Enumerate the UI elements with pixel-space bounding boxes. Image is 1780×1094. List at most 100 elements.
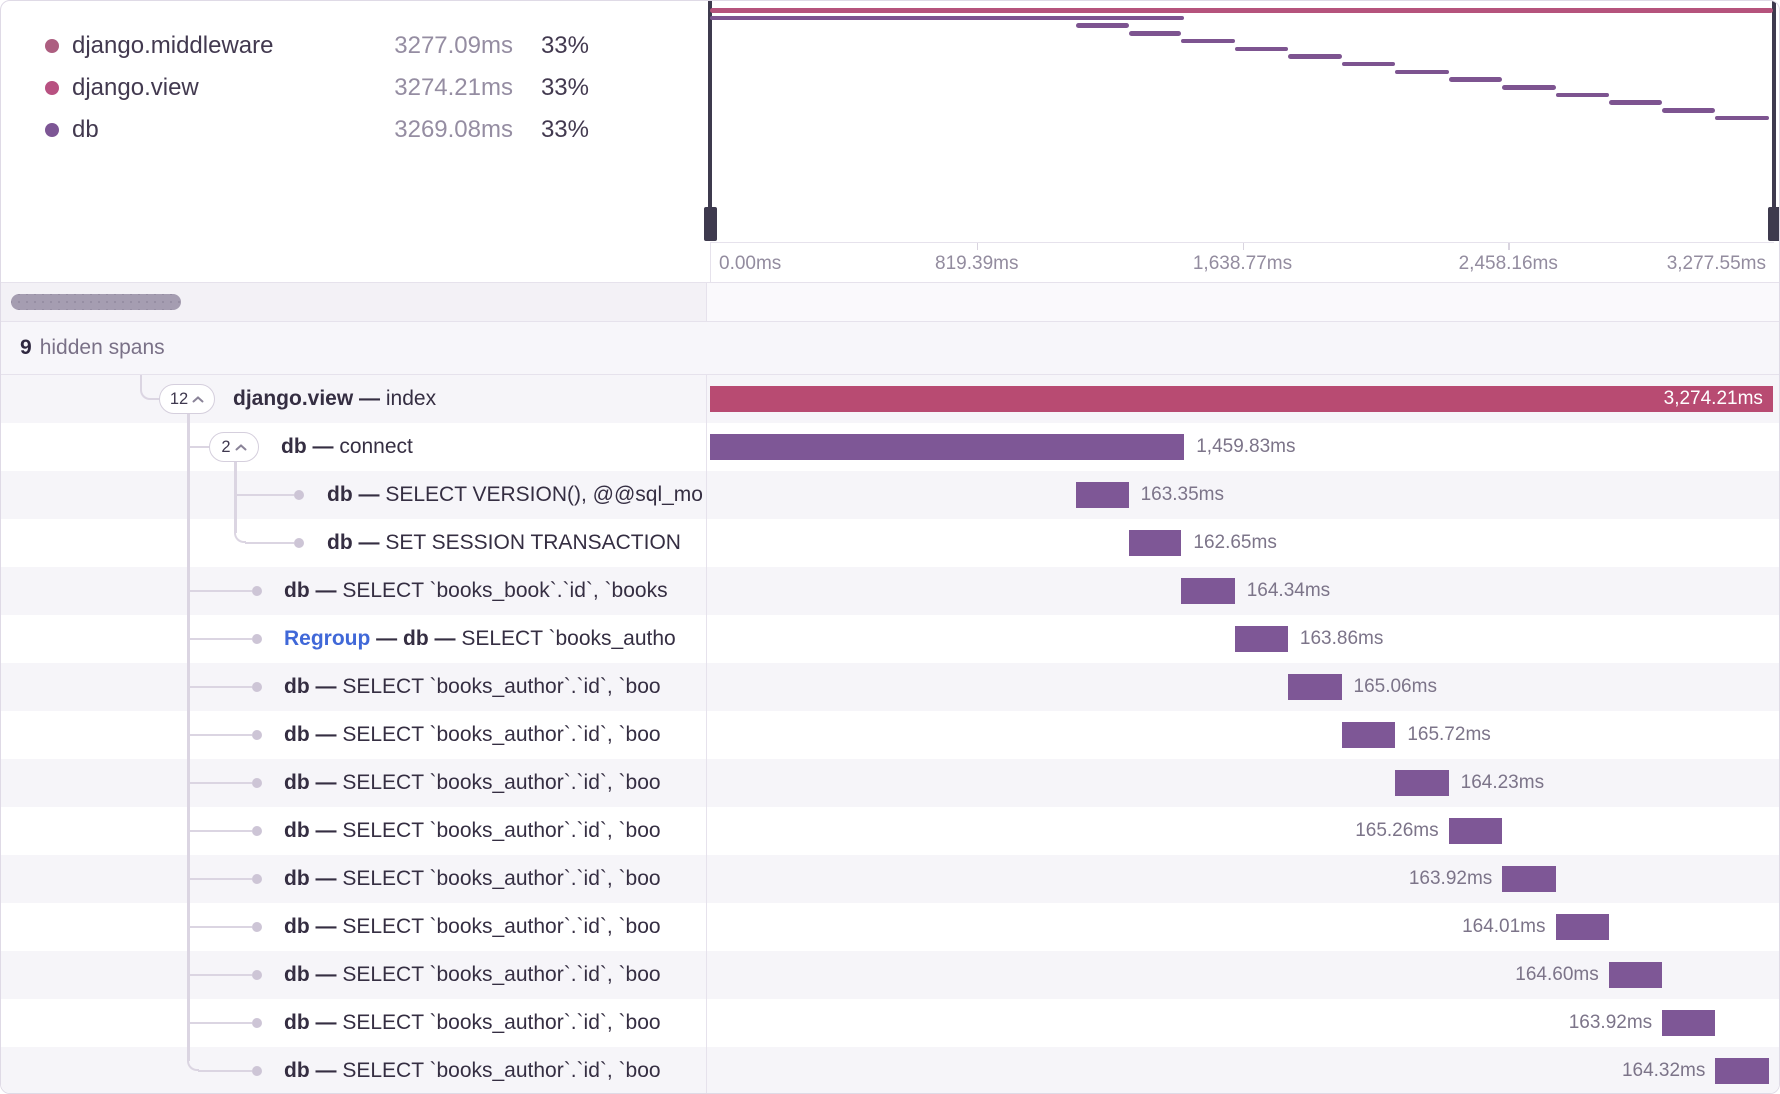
waterfall-cell: 3,274.21ms	[707, 375, 1779, 423]
span-duration-label: 162.65ms	[1193, 532, 1277, 553]
span-row[interactable]: db — SELECT VERSION(), @@sql_mo 163.35ms	[1, 471, 1779, 519]
op-name: django.middleware	[72, 32, 274, 59]
span-label: db — SELECT `books_author`.`id`, `boo	[284, 867, 661, 890]
minimap[interactable]: 0.00ms 819.39ms 1,638.77ms 2,458.16ms 3,…	[703, 1, 1779, 282]
span-tree-cell: django.view — index	[1, 375, 707, 423]
span-duration-label: 165.72ms	[1407, 724, 1491, 745]
minimap-span-line	[1128, 31, 1182, 36]
span-row[interactable]: db — SET SESSION TRANSACTION 162.65ms	[1, 519, 1779, 567]
ops-breakdown: django.middleware 3277.09ms 33% django.v…	[1, 1, 707, 282]
op-color-dot	[45, 81, 59, 95]
span-op: db	[284, 867, 310, 890]
span-bar[interactable]	[1608, 962, 1663, 988]
span-description: SELECT `books_author`.`id`, `boo	[342, 1011, 661, 1034]
span-description: SELECT `books_book`.`id`, `books	[342, 579, 668, 602]
span-row[interactable]: db — SELECT `books_author`.`id`, `boo 165…	[1, 711, 1779, 759]
minimap-drag-handle-left[interactable]	[703, 207, 717, 241]
span-op: db	[284, 771, 310, 794]
minimap-span-line	[1608, 100, 1663, 105]
span-tree: django.view — index 3,274.21ms db — connec…	[1, 375, 1779, 1093]
span-bar[interactable]	[710, 386, 1773, 412]
minimap-span-line	[710, 8, 1773, 13]
span-duration-label: 165.06ms	[1353, 676, 1437, 697]
waterfall-cell: 164.60ms	[707, 951, 1779, 999]
waterfall-cell: 162.65ms	[707, 519, 1779, 567]
expand-collapse-button[interactable]: 2	[209, 432, 259, 462]
minimap-span-line	[1555, 92, 1609, 98]
span-description: index	[385, 387, 437, 410]
tree-scrollbar-row	[1, 282, 1779, 321]
minimap-span-line	[1341, 61, 1396, 67]
span-row[interactable]: db — SELECT `books_author`.`id`, `boo 164…	[1, 951, 1779, 999]
span-row[interactable]: db — SELECT `books_author`.`id`, `boo 164…	[1, 759, 1779, 807]
span-row[interactable]: db — SELECT `books_author`.`id`, `boo 165…	[1, 807, 1779, 855]
span-bar[interactable]	[1234, 626, 1288, 652]
axis-label: 2,458.16ms	[1458, 253, 1558, 274]
span-row[interactable]: db — SELECT `books_author`.`id`, `boo 164…	[1, 903, 1779, 951]
span-row[interactable]: db — SELECT `books_author`.`id`, `boo 163…	[1, 855, 1779, 903]
span-row[interactable]: db — SELECT `books_author`.`id`, `boo 163…	[1, 999, 1779, 1047]
span-op: db	[284, 915, 310, 938]
span-bar[interactable]	[1715, 1058, 1769, 1084]
scrollbar-thumb[interactable]	[11, 294, 181, 310]
tree-scrollbar-track[interactable]	[1, 283, 707, 321]
span-bar[interactable]	[1555, 914, 1609, 940]
axis-tick	[1508, 243, 1510, 250]
span-row[interactable]: db — SELECT `books_author`.`id`, `boo 165…	[1, 663, 1779, 711]
span-row[interactable]: Regroup — db — SELECT `books_autho 163.86…	[1, 615, 1779, 663]
span-description: SET SESSION TRANSACTION	[385, 531, 681, 554]
span-row[interactable]: django.view — index 3,274.21ms	[1, 375, 1779, 423]
span-op: db	[327, 483, 353, 506]
waterfall-cell: 164.32ms	[707, 1047, 1779, 1093]
span-bar[interactable]	[710, 434, 1185, 460]
span-tree-cell: db — SELECT `books_author`.`id`, `boo	[1, 999, 707, 1047]
span-bar[interactable]	[1181, 578, 1235, 604]
span-bar[interactable]	[1448, 818, 1503, 844]
span-prefix[interactable]: Regroup	[284, 627, 371, 650]
minimap-span-line	[1287, 54, 1342, 59]
minimap-span-line	[1448, 77, 1503, 82]
span-description: SELECT `books_author`.`id`, `boo	[342, 723, 661, 746]
span-description: SELECT `books_author`.`id`, `boo	[342, 675, 661, 698]
span-label: django.view — index	[233, 387, 437, 410]
span-duration-label: 165.26ms	[1355, 820, 1439, 841]
minimap-plot[interactable]	[703, 1, 1779, 242]
span-bar[interactable]	[1395, 770, 1449, 796]
hidden-spans-row[interactable]: 9 hidden spans	[1, 321, 1779, 375]
span-duration-label: 164.23ms	[1460, 772, 1545, 793]
time-axis: 0.00ms 819.39ms 1,638.77ms 2,458.16ms 3,…	[710, 242, 1774, 282]
minimap-span-line	[1715, 115, 1769, 121]
span-bar[interactable]	[1075, 482, 1129, 508]
span-row[interactable]: db — SELECT `books_book`.`id`, `books 164…	[1, 567, 1779, 615]
op-duration: 3274.21ms	[394, 74, 513, 101]
span-label: db — SELECT `books_author`.`id`, `boo	[284, 771, 661, 794]
span-op: db	[284, 963, 310, 986]
span-duration-label: 3,274.21ms	[1663, 388, 1763, 409]
span-bar[interactable]	[1287, 674, 1342, 700]
span-label: db — connect	[281, 435, 413, 458]
span-row[interactable]: db — connect 1,459.83ms	[1, 423, 1779, 471]
minimap-drag-handle-right[interactable]	[1767, 207, 1779, 241]
span-op: db	[284, 723, 310, 746]
span-label: db — SELECT VERSION(), @@sql_mo	[327, 483, 703, 506]
minimap-window-edge-left[interactable]	[708, 1, 712, 207]
span-label: db — SELECT `books_author`.`id`, `boo	[284, 675, 661, 698]
span-tree-cell: db — SELECT `books_author`.`id`, `boo	[1, 951, 707, 999]
op-percentage: 33%	[540, 74, 589, 101]
span-bar[interactable]	[1502, 866, 1556, 892]
axis-label: 1,638.77ms	[1192, 253, 1293, 274]
span-bar[interactable]	[1662, 1010, 1716, 1036]
op-duration: 3277.09ms	[394, 32, 513, 59]
span-description: SELECT `books_author`.`id`, `boo	[342, 819, 661, 842]
expand-collapse-button[interactable]: 12	[159, 384, 215, 414]
span-tree-cell: db — connect	[1, 423, 707, 471]
op-percentage: 33%	[540, 116, 589, 143]
span-op: db	[403, 627, 429, 650]
span-tree-cell: db — SET SESSION TRANSACTION	[1, 519, 707, 567]
span-row[interactable]: db — SELECT `books_author`.`id`, `boo 164…	[1, 1047, 1779, 1093]
ops-breakdown-item: db 3269.08ms 33%	[45, 109, 589, 151]
span-bar[interactable]	[1128, 530, 1182, 556]
span-bar[interactable]	[1341, 722, 1396, 748]
minimap-window-edge-right[interactable]	[1772, 1, 1776, 207]
